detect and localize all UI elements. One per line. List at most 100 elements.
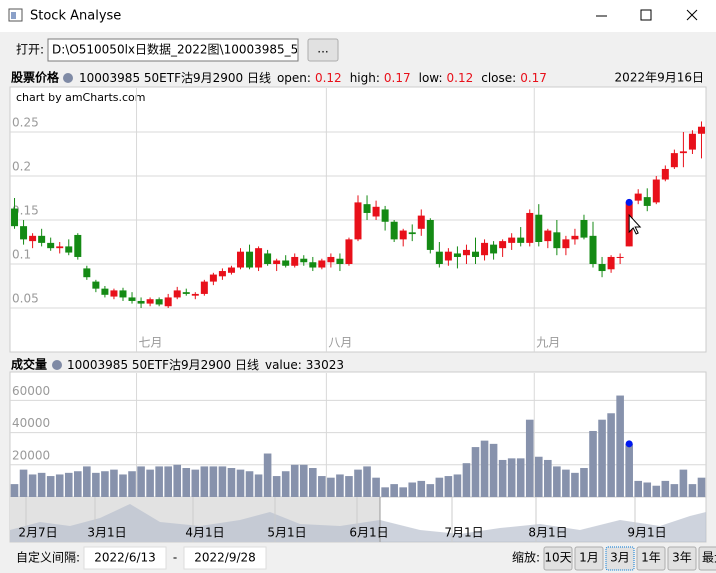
candle-body <box>616 256 624 258</box>
volume-bar <box>263 453 272 497</box>
maximize-button[interactable] <box>640 9 652 21</box>
zoom-button[interactable] <box>574 546 604 571</box>
x-tick-label: 八月 <box>328 336 352 350</box>
volume-bar <box>254 474 263 497</box>
zoom-button-label: 3月 <box>610 551 630 565</box>
navigator-label: 4月1日 <box>185 526 224 540</box>
volume-bar <box>64 472 73 497</box>
volume-bar <box>218 466 227 497</box>
candle-body <box>481 242 489 256</box>
candle-body <box>453 253 461 257</box>
x-tick-label: 七月 <box>139 336 163 350</box>
legend-value: 33023 <box>306 358 344 372</box>
volume-bar <box>110 469 118 497</box>
legend-dot <box>52 360 62 370</box>
volume-bar <box>345 476 353 497</box>
volume-bar <box>318 476 326 497</box>
volume-bar <box>634 480 643 497</box>
candle-body <box>101 288 109 295</box>
zoom-button[interactable] <box>636 546 666 571</box>
zoom-button[interactable] <box>543 546 573 571</box>
legend-value: 0.12 <box>315 71 342 85</box>
mouse-cursor <box>628 213 642 235</box>
zoom-label: 缩放: <box>512 550 540 565</box>
candle-body <box>417 215 425 229</box>
candle-body <box>236 251 244 268</box>
candle-body <box>553 232 561 249</box>
candle-body <box>490 244 498 254</box>
path-clip: D:\O510050lx日数据_2022图\10003985_51( <box>52 42 297 57</box>
candle-body <box>535 214 543 242</box>
candle-body <box>390 221 398 240</box>
browse-button[interactable] <box>307 38 339 62</box>
volume-bar <box>498 459 507 497</box>
volume-bar <box>453 474 462 497</box>
volume-bar <box>408 482 417 497</box>
volume-bar <box>372 477 380 497</box>
price-legend: 10003985 50ETF沽9月2900 日线 open: 0.12 high: 0.… <box>79 71 547 85</box>
volume-bar <box>571 472 579 497</box>
zoom-button[interactable] <box>698 546 716 571</box>
volume-bar <box>327 477 335 497</box>
cursor-bullet <box>625 198 633 206</box>
zoom-button[interactable] <box>667 546 697 571</box>
candle-body <box>643 197 651 206</box>
volume-bar <box>200 466 209 497</box>
candle-body <box>562 239 570 249</box>
candle-body <box>634 193 642 201</box>
volume-bar <box>562 469 570 497</box>
candle-body <box>74 234 82 257</box>
range-label: 自定义间隔: <box>16 550 80 565</box>
legend-value: 0.17 <box>520 71 547 85</box>
candle-body <box>65 246 73 253</box>
volume-bar <box>435 477 444 497</box>
candle-body <box>679 151 687 154</box>
volume-bar <box>390 484 398 497</box>
navigator-label: 5月1日 <box>267 526 306 540</box>
candle-body <box>11 208 19 227</box>
path-input[interactable] <box>47 38 299 62</box>
range-start-input[interactable] <box>83 546 167 570</box>
volume-bar <box>83 466 91 497</box>
zoom-button-label: 最大 <box>702 551 716 565</box>
candle-body <box>444 251 452 261</box>
candle-body <box>110 290 118 297</box>
zoom-button[interactable] <box>605 546 635 571</box>
navigator-label: 6月1日 <box>349 526 388 540</box>
candle-body <box>146 299 154 304</box>
volume-bar <box>399 487 407 497</box>
volume-bar <box>236 469 245 497</box>
volume-bar <box>697 477 706 497</box>
candle-body <box>372 206 380 217</box>
volume-bar <box>182 468 191 497</box>
volume-bar <box>544 459 552 497</box>
volume-bar <box>155 466 163 497</box>
candle-body <box>544 230 552 242</box>
volume-bar <box>28 474 37 497</box>
volume-bar <box>309 468 317 497</box>
candle-body <box>363 204 371 213</box>
close-button[interactable] <box>686 9 698 21</box>
volume-bar <box>191 469 200 497</box>
candle-body <box>670 153 678 168</box>
candle-body <box>255 248 263 268</box>
candle-body <box>227 267 235 273</box>
range-end-input[interactable] <box>183 546 267 570</box>
y-tick-label: 20000 <box>12 448 50 462</box>
candle-body <box>164 297 172 307</box>
candle-body <box>282 260 290 266</box>
volume-bar <box>480 440 489 497</box>
candle-body <box>345 239 353 264</box>
volume-bar <box>92 472 100 497</box>
candle-body <box>399 230 407 240</box>
volume-bar <box>209 466 218 497</box>
volume-bar <box>299 464 308 497</box>
volume-bar <box>417 480 426 497</box>
y-tick-label: 0.05 <box>12 292 39 306</box>
volume-legend: 10003985 50ETF沽9月2900 日线 value: 33023 <box>67 358 344 372</box>
volume-bar <box>37 472 46 497</box>
candle-body <box>571 235 579 240</box>
volume-title: 成交量 <box>11 357 47 372</box>
volume-bar <box>164 466 172 497</box>
